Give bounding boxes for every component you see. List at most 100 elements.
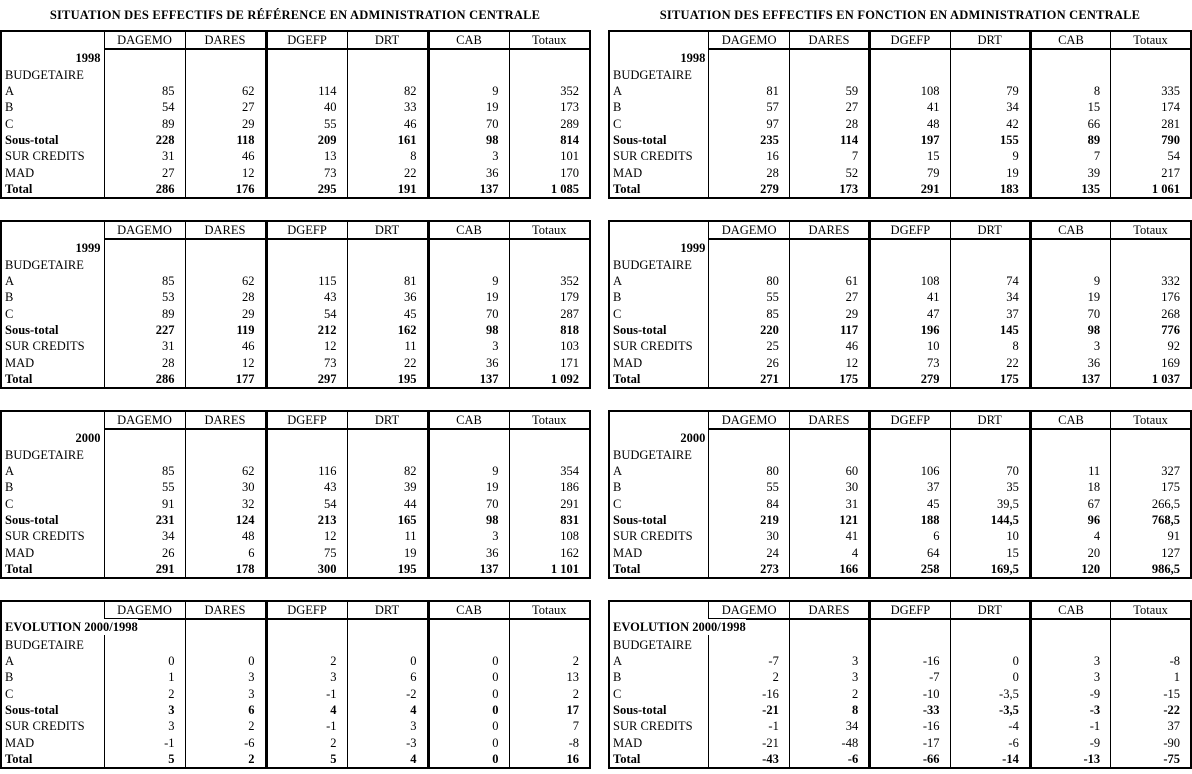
value-cell: 2 [788,685,870,702]
value-cell: 53 [103,289,185,306]
empty-cell [949,619,1031,637]
column-header: CAB [1028,221,1111,241]
value-cell: 11 [346,338,428,355]
empty-cell [103,636,185,653]
left-table-2000: DAGEMO DARES DGEFP DRT CAB Totaux 2000 BUDGETAI… [0,410,591,579]
value-cell: 5 [264,750,347,768]
value-cell: 286 [103,370,185,388]
value-cell: 178 [184,560,266,578]
value-cell: -16 [868,718,951,735]
row-label: Sous-total [609,701,710,719]
empty-cell [1110,49,1191,67]
value-cell: 291 [508,495,590,512]
value-cell: 2 [184,718,266,735]
value-cell: 81 [346,272,428,290]
value-cell: 231 [103,511,185,529]
table-row-total: Total 273 166 258 169,5 120 986,5 [609,560,1191,578]
empty-cell [264,636,347,653]
value-cell: 22 [346,354,428,371]
column-header: DRT [346,411,428,431]
empty-cell [949,49,1031,67]
table-row-b: B 55 30 37 35 18 175 [609,479,1191,496]
value-cell: 195 [346,370,428,388]
value-cell: -1 [264,718,347,735]
value-cell: 29 [184,115,266,132]
value-cell: -14 [949,750,1031,768]
column-header: DARES [184,31,266,51]
value-cell: 4 [264,701,347,719]
empty-cell [949,636,1031,653]
value-cell: 173 [788,180,870,198]
value-cell: 16 [708,148,790,165]
value-cell: 45 [868,495,950,512]
table-row-a: A -7 3 -16 0 3 -8 [609,652,1191,670]
value-cell: 3 [426,338,509,355]
value-cell: 117 [788,321,870,339]
value-cell: -21 [708,701,790,719]
column-header: Totaux [1110,411,1191,431]
value-cell: 11 [1028,462,1111,480]
value-cell: 80 [708,462,790,480]
value-cell: 73 [264,354,347,371]
header-row: DAGEMO DARES DGEFP DRT CAB Totaux [608,411,1191,431]
empty-cell [103,49,185,67]
empty-cell [103,429,185,447]
value-cell: 19 [346,544,428,561]
value-cell: 62 [184,82,266,100]
column-header: DRT [346,221,428,241]
row-label: Total [1,750,105,768]
value-cell: 108 [868,272,951,290]
value-cell: 220 [708,321,790,339]
empty-cell [346,239,428,257]
value-cell: 24 [708,544,790,561]
value-cell: 2 [264,734,347,751]
value-cell: 54 [103,99,185,116]
value-cell: 0 [949,669,1031,686]
row-label: SUR CREDITS [1,718,105,735]
value-cell: 768,5 [1110,511,1191,529]
empty-cell [1028,636,1111,653]
value-cell: 52 [788,164,870,181]
value-cell: 73 [264,164,347,181]
value-cell: 1 037 [1110,370,1191,388]
value-cell: 162 [346,321,428,339]
row-label: B [1,99,105,116]
value-cell: 70 [1028,305,1111,322]
table-row-total: Total 286 176 295 191 137 1 085 [1,180,590,198]
value-cell: 20 [1028,544,1111,561]
value-cell: 29 [184,305,266,322]
heading-row: 1999 [1,239,590,257]
column-header: DGEFP [868,221,951,241]
value-cell: 7 [788,148,870,165]
empty-cell [508,429,590,447]
value-cell: 30 [184,479,266,496]
value-cell: 62 [184,462,266,480]
value-cell: 297 [264,370,347,388]
value-cell: 121 [788,511,870,529]
column-header: DARES [184,601,266,621]
value-cell: 19 [426,99,509,116]
row-label: SUR CREDITS [609,528,710,545]
value-cell: 9 [1028,272,1111,290]
value-cell: 4 [1028,528,1111,545]
value-cell: 18 [1028,479,1111,496]
left-table-1999: DAGEMO DARES DGEFP DRT CAB Totaux 1999 BUDGETAI… [0,220,591,389]
value-cell: 227 [103,321,185,339]
value-cell: 1 092 [508,370,590,388]
column-header: DAGEMO [103,31,185,51]
value-cell: 27 [103,164,185,181]
empty-cell [184,66,266,83]
value-cell: 12 [264,338,347,355]
empty-cell [184,636,266,653]
value-cell: 66 [1028,115,1111,132]
table-row-sous-total: Sous-total 3 6 4 4 0 17 [1,701,590,719]
table-row-a: A 81 59 108 79 8 335 [609,82,1191,100]
value-cell: -2 [346,685,428,702]
value-cell: -16 [868,652,951,670]
row-label: Total [1,370,105,388]
empty-cell [708,66,790,83]
table-row-mad: MAD 28 12 73 22 36 171 [1,354,590,371]
value-cell: 176 [184,180,266,198]
row-label: SUR CREDITS [1,338,105,355]
value-cell: 176 [1110,289,1191,306]
